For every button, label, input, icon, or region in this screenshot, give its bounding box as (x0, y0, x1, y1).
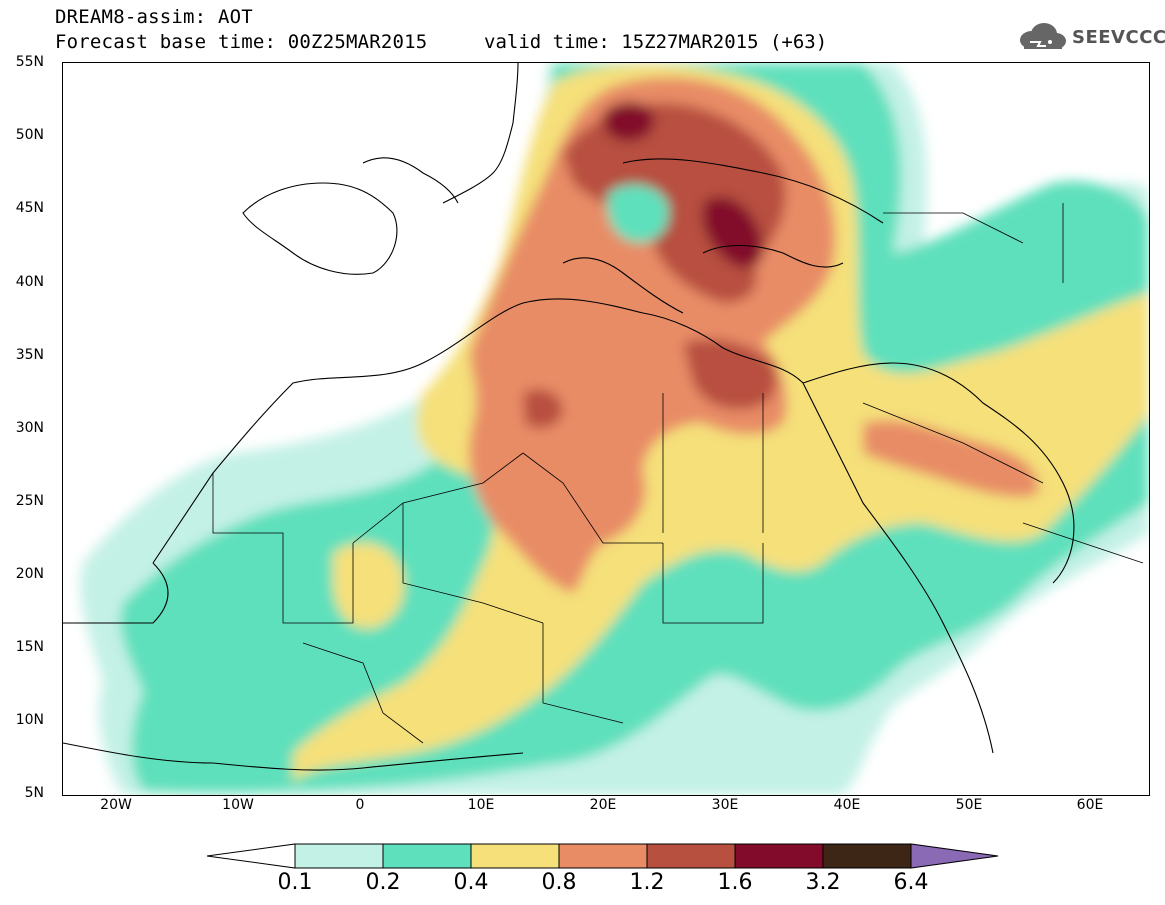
colorbar-swatch-0.4 (470, 843, 560, 869)
colorbar-swatch-1.2 (646, 843, 736, 869)
lat-label-35n: 35N (15, 347, 44, 363)
lat-label-20n: 20N (15, 566, 44, 582)
lon-label-0: 0 (355, 797, 365, 813)
lon-label-60e: 60E (1076, 797, 1104, 813)
colorbar-label-0.8: 0.8 (541, 870, 577, 895)
colorbar-swatch-0.8 (558, 843, 648, 869)
colorbar-swatch-1.6 (734, 843, 824, 869)
aot-brown-south-patch (683, 339, 777, 410)
lat-label-25n: 25N (15, 493, 44, 509)
seevccc-logo: SEEVCCC (1016, 22, 1165, 52)
lon-label-20w: 20W (100, 797, 132, 813)
colorbar-label-3.2: 3.2 (805, 870, 841, 895)
coastlines (63, 63, 1075, 771)
colorbar-label-0.1: 0.1 (277, 870, 313, 895)
lon-label-10e: 10E (467, 797, 495, 813)
colorbar-over-arrow (910, 843, 999, 869)
colorbar-label-0.4: 0.4 (453, 870, 489, 895)
aot-map (62, 62, 1150, 796)
lat-label-30n: 30N (15, 420, 44, 436)
lat-label-40n: 40N (15, 274, 44, 290)
colorbar-swatch-0.1 (294, 843, 384, 869)
colorbar-under-arrow (206, 843, 296, 869)
aot-darkred-east-patch (703, 197, 763, 268)
logo-text: SEEVCCC (1072, 26, 1165, 48)
lon-label-40e: 40E (833, 797, 861, 813)
valid-time: valid time: 15Z27MAR2015 (+63) (484, 31, 828, 53)
colorbar-swatch-3.2 (822, 843, 912, 869)
cloud-logo-icon (1020, 23, 1066, 49)
colorbar-label-6.4: 6.4 (893, 870, 929, 895)
aot-salmon-east-band (863, 420, 1039, 498)
aot-yellow-west-patch (333, 542, 404, 629)
lon-label-30e: 30E (711, 797, 739, 813)
colorbar-label-1.2: 1.2 (629, 870, 665, 895)
aot-green-pocket (607, 184, 669, 243)
aot-brown-west-patch (523, 389, 563, 429)
map-title: DREAM8-assim: AOT (55, 6, 253, 28)
lon-label-50e: 50E (955, 797, 983, 813)
lon-label-20e: 20E (589, 797, 617, 813)
aot-field (63, 63, 1149, 795)
aot-band-1.6 (602, 101, 655, 142)
lat-label-15n: 15N (15, 639, 44, 655)
forecast-base-time: Forecast base time: 00Z25MAR2015 (55, 31, 428, 53)
colorbar (206, 843, 999, 869)
lat-label-50n: 50N (15, 127, 44, 143)
lat-label-10n: 10N (15, 712, 44, 728)
colorbar-label-1.6: 1.6 (717, 870, 753, 895)
lat-label-45n: 45N (15, 200, 44, 216)
colorbar-swatch-0.2 (382, 843, 472, 869)
lat-label-55n: 55N (15, 54, 44, 70)
colorbar-label-0.2: 0.2 (365, 870, 401, 895)
lon-label-10w: 10W (222, 797, 254, 813)
lat-label-5n: 5N (24, 785, 44, 801)
country-borders (212, 203, 1144, 744)
